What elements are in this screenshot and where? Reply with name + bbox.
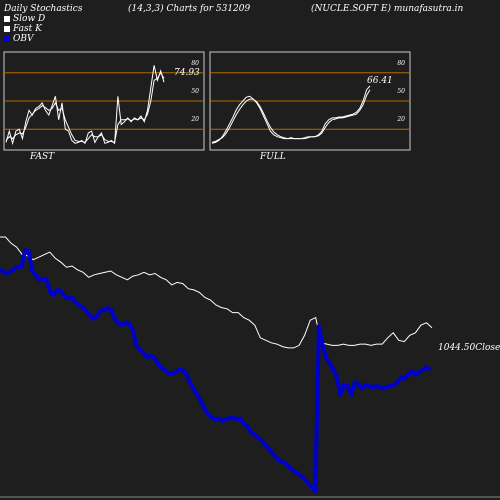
fast-slow-d-line [5, 71, 165, 144]
legend-swatch-fast-k [4, 26, 10, 32]
legend-slow-d: Slow D [4, 14, 45, 24]
chart-type-title: Daily Stochastics [4, 4, 83, 14]
legend-swatch-slow-d [4, 16, 10, 22]
fast-level-80-label: 80 [191, 60, 199, 67]
full-panel-title: FULL [260, 152, 286, 162]
full-level-80-label: 80 [397, 60, 405, 67]
full-value-label: 66.41 [367, 76, 393, 86]
legend-label-fast-k: Fast K [13, 24, 42, 34]
chart-params-title: (14,3,3) Charts for 531209 [128, 4, 251, 14]
close-price-line [0, 236, 433, 349]
close-value-label: 1044.50Close [438, 343, 500, 353]
full-level-50-label: 50 [397, 88, 405, 95]
full-slow-d-line [211, 89, 371, 143]
fast-panel-title: FAST [30, 152, 55, 162]
legend-label-obv: OBV [13, 34, 34, 44]
fast-level-50-label: 50 [191, 88, 199, 95]
fast-level-20-label: 20 [190, 116, 199, 123]
full-fast-k-line [211, 85, 371, 144]
full-level-20-label: 20 [396, 116, 405, 123]
symbol-title: (NUCLE.SOFT E) munafasutra.in [311, 4, 464, 14]
fast-value-label: 74.93 [174, 68, 200, 78]
legend-obv: OBV [4, 34, 34, 44]
legend-label-slow-d: Slow D [13, 14, 46, 24]
fast-fast-k-line [5, 65, 165, 146]
legend-swatch-obv [4, 36, 10, 42]
legend-fast-k: Fast K [4, 24, 42, 34]
obv-line [0, 248, 432, 494]
